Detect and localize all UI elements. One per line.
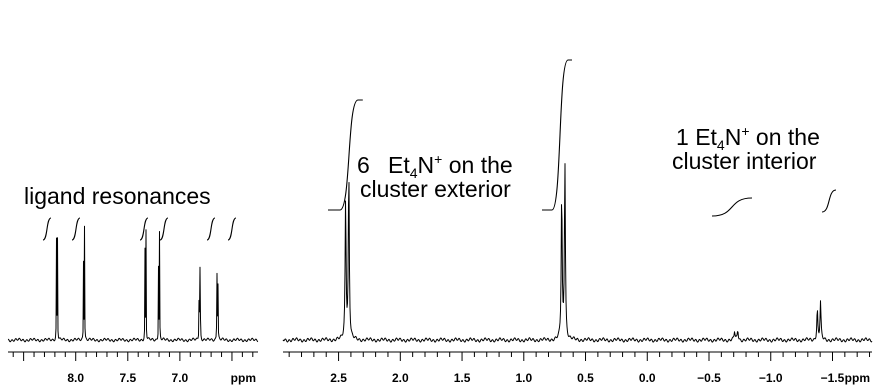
exterior-label-line2: cluster exterior bbox=[360, 176, 511, 202]
integral-curve bbox=[42, 217, 52, 241]
tick-label: 1.0 bbox=[515, 371, 532, 385]
integral-curve bbox=[159, 217, 169, 241]
aromatic-spectrum-trace bbox=[7, 225, 259, 343]
tick-label: 8.0 bbox=[67, 371, 84, 385]
aliphatic-x-ticks: 2.5 2.0 1.5 1.0 0.5 0.0 −0.5 −1.0 −1.5 ppm bbox=[288, 352, 871, 385]
integral-curve bbox=[206, 217, 216, 241]
interior-label-line2: cluster interior bbox=[672, 148, 817, 174]
tick-label: 1.5 bbox=[454, 371, 471, 385]
tick-label: 0.0 bbox=[639, 371, 656, 385]
aromatic-x-ticks: 8.0 7.5 7.0 ppm bbox=[12, 352, 256, 385]
integral-curve bbox=[328, 99, 363, 211]
integral-curve bbox=[71, 217, 81, 241]
interior-annotation: 1 Et4N+ on the cluster interior bbox=[672, 123, 820, 174]
tick-label: 7.5 bbox=[119, 371, 136, 385]
exterior-count: 6 bbox=[357, 152, 370, 178]
integral-curve bbox=[139, 217, 149, 241]
integral-curve bbox=[227, 217, 237, 241]
ppm-unit-label: ppm bbox=[231, 371, 256, 385]
tick-label: 7.0 bbox=[172, 371, 189, 385]
ppm-unit-label: ppm bbox=[845, 371, 870, 385]
aromatic-integral-curves bbox=[42, 217, 237, 241]
tick-label: 2.0 bbox=[392, 371, 409, 385]
tick-label: −1.0 bbox=[759, 371, 783, 385]
integral-curve bbox=[821, 189, 837, 213]
integral-curve bbox=[711, 197, 753, 217]
tick-label: 2.5 bbox=[330, 371, 347, 385]
aromatic-panel: 8.0 7.5 7.0 ppm ligand resonances bbox=[7, 183, 259, 385]
aliphatic-integral-curves bbox=[328, 59, 837, 217]
ligand-resonances-label: ligand resonances bbox=[24, 183, 211, 209]
interior-label-line1: 1 Et4N+ on the bbox=[676, 123, 820, 153]
integral-curve bbox=[542, 59, 572, 211]
aliphatic-panel: 2.5 2.0 1.5 1.0 0.5 0.0 −0.5 −1.0 −1.5 ppm 6 Et4N… bbox=[282, 59, 873, 385]
tick-label: −1.5 bbox=[821, 371, 845, 385]
aliphatic-spectrum-trace bbox=[282, 163, 873, 343]
tick-label: 0.5 bbox=[577, 371, 594, 385]
exterior-annotation: 6 Et4N+ on the cluster exterior bbox=[357, 151, 513, 202]
exterior-label-line1: Et4N+ on the bbox=[388, 151, 513, 181]
tick-label: −0.5 bbox=[697, 371, 721, 385]
